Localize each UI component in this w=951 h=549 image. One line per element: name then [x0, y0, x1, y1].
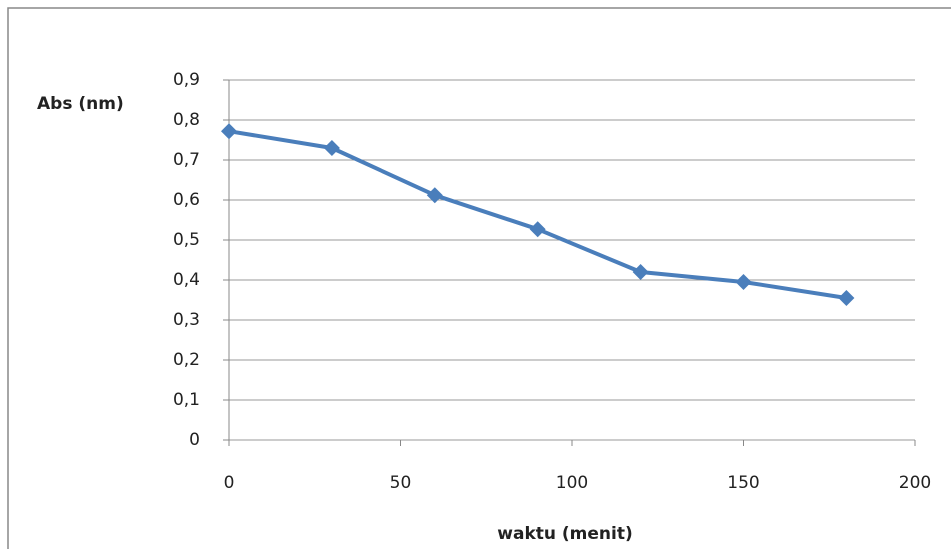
data-point	[633, 264, 649, 280]
data-point	[530, 221, 546, 237]
x-tick-label: 200	[899, 473, 931, 493]
x-tick-label: 50	[390, 473, 412, 493]
x-tick-label: 100	[556, 473, 588, 493]
y-tick-label: 0,7	[173, 150, 200, 170]
y-tick-label: 0,8	[173, 110, 200, 130]
y-tick-label: 0,5	[173, 230, 200, 250]
chart-frame	[8, 8, 951, 549]
y-tick-label: 0,4	[173, 270, 200, 290]
x-tick-label: 0	[224, 473, 235, 493]
y-axis-title: Abs (nm)	[37, 94, 124, 114]
data-point	[427, 187, 443, 203]
y-tick-label: 0,3	[173, 310, 200, 330]
data-point	[736, 274, 752, 290]
data-point	[838, 290, 854, 306]
data-point	[221, 123, 237, 139]
y-tick-label: 0	[189, 430, 200, 450]
y-tick-label: 0,9	[173, 70, 200, 90]
y-tick-label: 0,6	[173, 190, 200, 210]
data-point	[324, 140, 340, 156]
chart: Abs (nm) waktu (menit) 0 0,1 0,2 0,3 0,4 0,5 0…	[0, 0, 951, 549]
y-tick-label: 0,2	[173, 350, 200, 370]
x-axis-title: waktu (menit)	[497, 524, 632, 544]
data-line	[229, 131, 846, 298]
x-tick-label: 150	[727, 473, 759, 493]
y-tick-label: 0,1	[173, 390, 200, 410]
